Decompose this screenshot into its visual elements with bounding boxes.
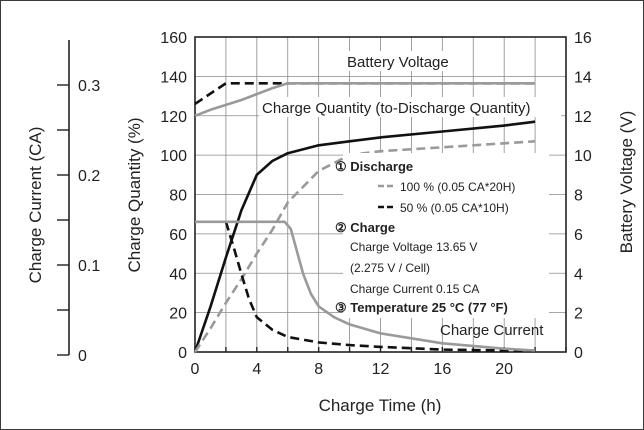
y2-tick-label: 14 [574, 69, 592, 86]
y2-tick-label: 0 [574, 345, 583, 362]
axis-ticks: 0 4 8 12 16 20 0 20 40 60 80 100 120 140 160 0 2 4 6 8 10 12 1… [160, 30, 592, 378]
y-tick-label: 140 [160, 69, 187, 86]
y2-tick-label: 2 [574, 306, 583, 323]
x-tick-label: 16 [433, 361, 451, 378]
y2-tick-label: 10 [574, 148, 592, 165]
y3-tick-label: 0.2 [78, 168, 100, 185]
series-quantity-solid-line [193, 120, 536, 353]
legend-charge-heading: ② Charge [335, 220, 395, 235]
legend-temperature: ③ Temperature 25 °C (77 °F) [335, 300, 508, 315]
legend-charge-current: Charge Current 0.15 CA [350, 282, 479, 296]
charge-current-label: Charge Current [440, 322, 544, 339]
y3-tick-label: 0.3 [78, 78, 100, 95]
y3-axis-title: Charge Current (CA) [26, 127, 45, 284]
legend-discharge-heading: ① Discharge [335, 159, 413, 174]
y-tick-label: 100 [160, 148, 187, 165]
y3-tick-label: 0.1 [78, 258, 100, 275]
legend-per-cell: (2.275 V / Cell) [350, 261, 430, 275]
x-tick-label: 8 [314, 361, 323, 378]
y2-axis-title: Battery Voltage (V) [617, 111, 636, 254]
series-quantity-dashed-line [193, 140, 536, 353]
series-group [193, 82, 536, 353]
series-voltage-dashed-line [194, 82, 536, 105]
series-current-solid-line [195, 220, 536, 352]
y-tick-label: 120 [160, 109, 187, 126]
y2-tick-label: 12 [574, 109, 592, 126]
y-tick-label: 60 [169, 227, 187, 244]
x-tick-label: 4 [252, 361, 261, 378]
legend-item-100: 100 % (0.05 CA*20H) [400, 180, 515, 194]
y2-tick-label: 4 [574, 266, 583, 283]
x-tick-label: 0 [191, 361, 200, 378]
x-tick-label: 20 [495, 361, 513, 378]
charge-quantity-label: Charge Quantity (to-Discharge Quantity) [262, 100, 530, 117]
y-tick-label: 0 [178, 345, 187, 362]
y-axis-title: Charge Quantity (%) [125, 118, 144, 273]
y-tick-label: 20 [169, 306, 187, 323]
y2-tick-label: 8 [574, 188, 583, 205]
legend-background [343, 153, 549, 318]
y-tick-label: 40 [169, 266, 187, 283]
x-axis-title: Charge Time (h) [319, 396, 442, 415]
y2-tick-label: 6 [574, 227, 583, 244]
x-tick-label: 12 [372, 361, 390, 378]
legend-item-50: 50 % (0.05 CA*10H) [400, 201, 509, 215]
battery-voltage-label: Battery Voltage [347, 54, 449, 71]
current-axis-ticks: 0 0.1 0.2 0.3 [57, 78, 100, 365]
legend-charge-voltage: Charge Voltage 13.65 V [350, 240, 477, 254]
y2-tick-label: 16 [574, 30, 592, 47]
series-voltage-solid-line [194, 82, 536, 118]
quantity-label-bg [259, 97, 561, 117]
voltage-label-bg [342, 51, 468, 71]
y-tick-label: 160 [160, 30, 187, 47]
y3-tick-label: 0 [78, 348, 87, 365]
y-tick-label: 80 [169, 188, 187, 205]
